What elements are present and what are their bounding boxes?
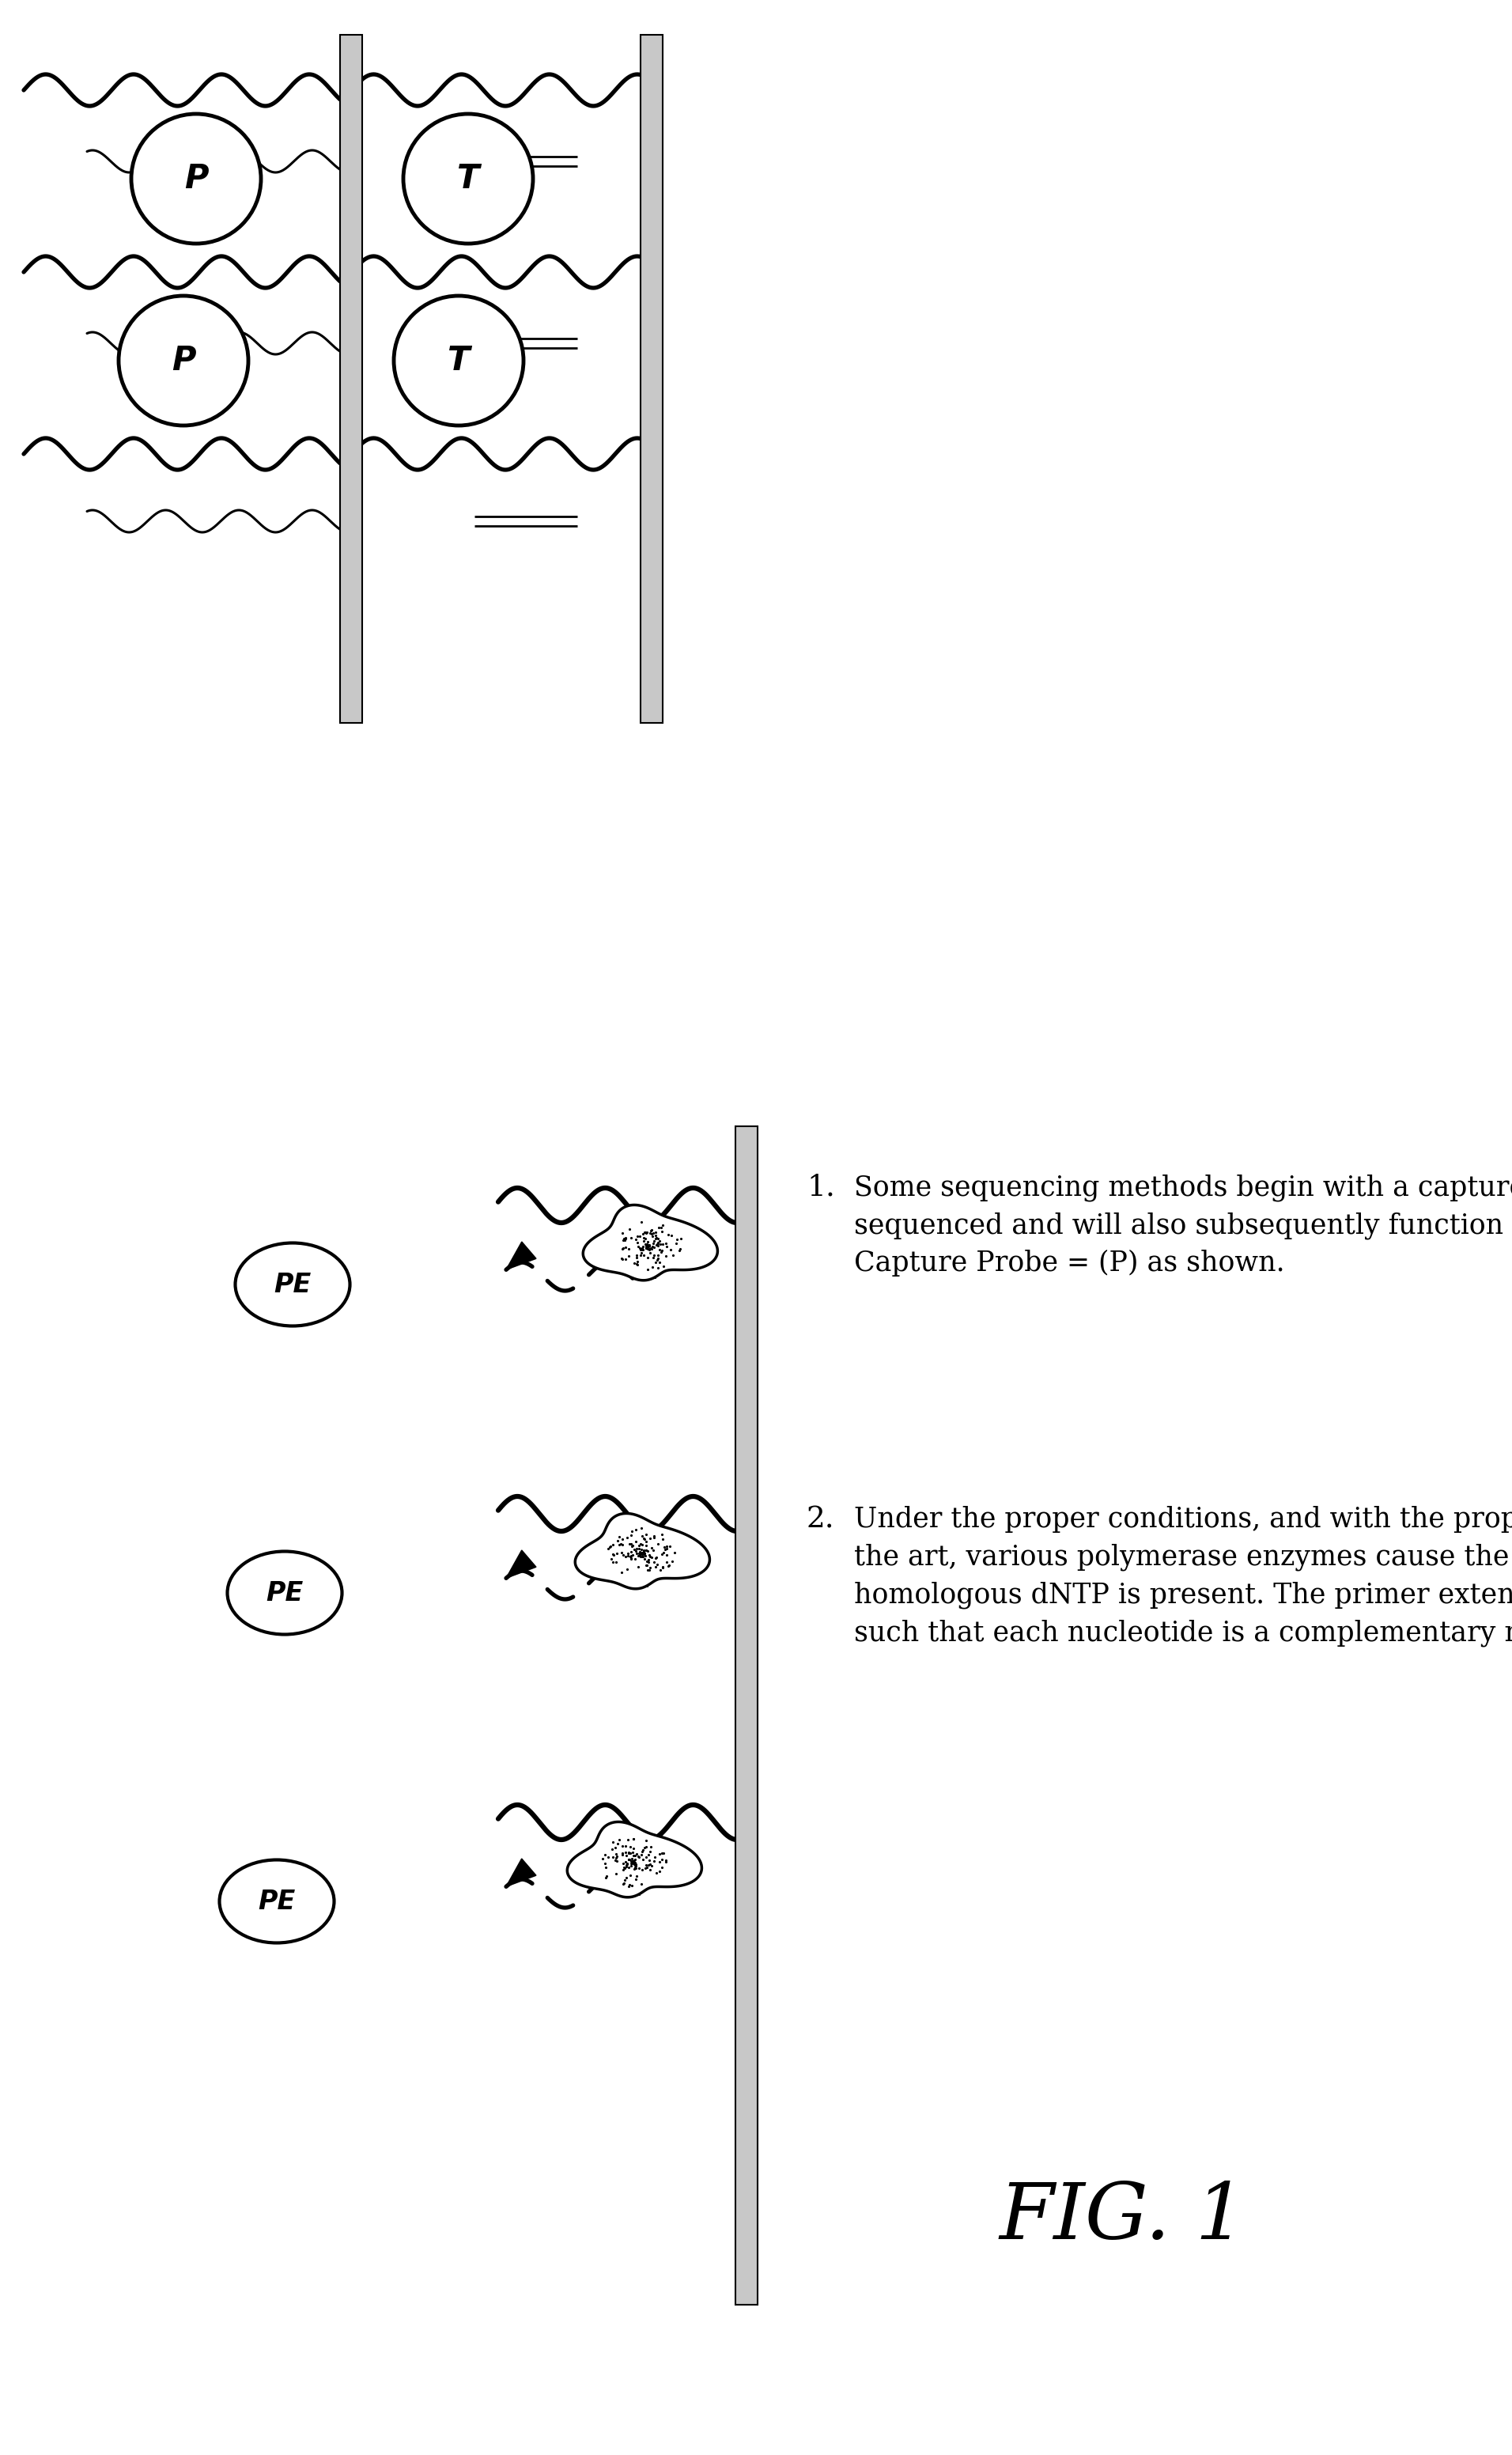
Text: P: P xyxy=(171,344,195,378)
Polygon shape xyxy=(584,1205,718,1282)
Polygon shape xyxy=(507,1858,537,1885)
Ellipse shape xyxy=(219,1861,334,1942)
Ellipse shape xyxy=(393,295,523,425)
Polygon shape xyxy=(567,1822,702,1898)
Text: 2.: 2. xyxy=(806,1505,835,1534)
Ellipse shape xyxy=(404,113,534,243)
Text: PE: PE xyxy=(259,1888,295,1915)
Ellipse shape xyxy=(227,1552,342,1635)
Polygon shape xyxy=(575,1512,709,1588)
Bar xyxy=(340,34,363,722)
Text: PE: PE xyxy=(274,1272,311,1299)
Polygon shape xyxy=(507,1242,537,1269)
Text: FIG. 1: FIG. 1 xyxy=(999,2180,1246,2256)
Polygon shape xyxy=(507,1549,537,1579)
Text: PE: PE xyxy=(266,1581,304,1606)
Ellipse shape xyxy=(132,113,262,243)
Text: Some sequencing methods begin with a capture probe (P), which hybridizes to the : Some sequencing methods begin with a cap… xyxy=(854,1173,1512,1277)
Ellipse shape xyxy=(118,295,248,425)
Bar xyxy=(735,1127,758,2305)
Text: P: P xyxy=(184,162,209,196)
Text: T: T xyxy=(457,162,479,196)
Text: T: T xyxy=(448,344,470,378)
Text: Under the proper conditions, and with the proper additives, both of which are we: Under the proper conditions, and with th… xyxy=(854,1505,1512,1647)
Ellipse shape xyxy=(236,1242,349,1326)
Bar xyxy=(641,34,662,722)
Text: 1.: 1. xyxy=(806,1173,835,1203)
